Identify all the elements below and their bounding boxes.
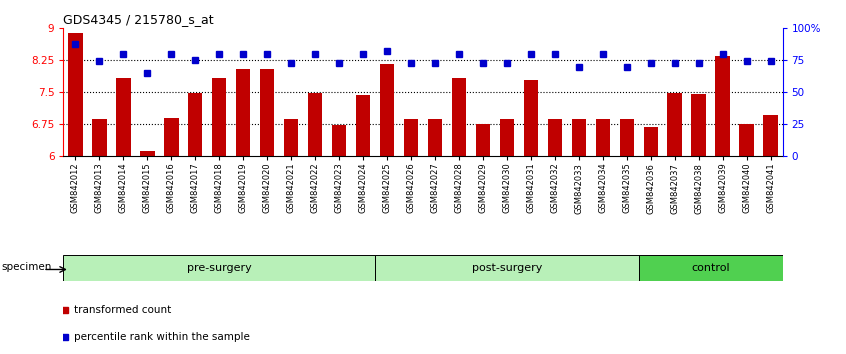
- Bar: [547, 119, 562, 156]
- Text: control: control: [691, 263, 730, 273]
- Bar: [308, 93, 322, 156]
- Text: GDS4345 / 215780_s_at: GDS4345 / 215780_s_at: [63, 13, 214, 26]
- Bar: [140, 151, 155, 156]
- Bar: [691, 94, 706, 156]
- Bar: [667, 93, 682, 156]
- Bar: [619, 119, 634, 156]
- Bar: [572, 119, 586, 156]
- Bar: [380, 64, 394, 156]
- Bar: [524, 80, 538, 156]
- Bar: [639, 255, 783, 281]
- Bar: [644, 127, 658, 156]
- Bar: [404, 119, 418, 156]
- Bar: [63, 255, 375, 281]
- Bar: [428, 119, 442, 156]
- Bar: [475, 124, 490, 156]
- Bar: [69, 33, 83, 156]
- Text: specimen: specimen: [2, 262, 52, 272]
- Text: pre-surgery: pre-surgery: [187, 263, 251, 273]
- Bar: [116, 79, 130, 156]
- Bar: [716, 56, 730, 156]
- Bar: [260, 69, 274, 156]
- Bar: [332, 125, 346, 156]
- Bar: [763, 115, 777, 156]
- Bar: [236, 69, 250, 156]
- Bar: [500, 119, 514, 156]
- Bar: [92, 119, 107, 156]
- Bar: [375, 255, 639, 281]
- Bar: [739, 124, 754, 156]
- Bar: [284, 119, 299, 156]
- Bar: [452, 79, 466, 156]
- Bar: [188, 93, 202, 156]
- Text: transformed count: transformed count: [74, 305, 172, 315]
- Bar: [212, 79, 227, 156]
- Bar: [356, 96, 371, 156]
- Bar: [164, 118, 179, 156]
- Bar: [596, 119, 610, 156]
- Text: post-surgery: post-surgery: [472, 263, 542, 273]
- Text: percentile rank within the sample: percentile rank within the sample: [74, 332, 250, 342]
